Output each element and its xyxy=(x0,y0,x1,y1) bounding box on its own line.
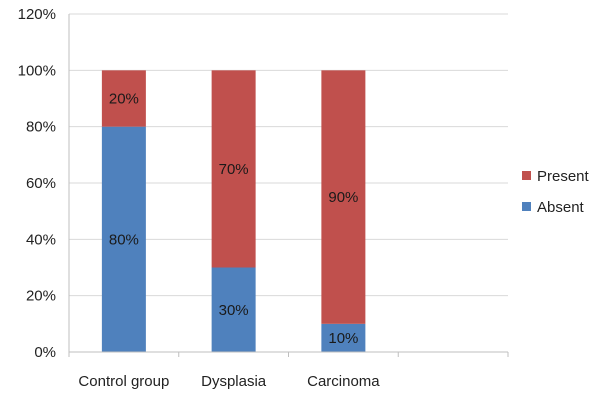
bar-absent-dysplasia xyxy=(211,267,256,352)
y-tick-label: 40% xyxy=(26,231,56,248)
data-labels: 80% 20% 30% 70% 10% 90% xyxy=(109,91,359,347)
x-category-label: Carcinoma xyxy=(307,373,380,390)
x-category-labels: Control group Dysplasia Carcinoma xyxy=(78,373,380,390)
bar-present-control-group xyxy=(101,70,146,127)
legend-label-present: Present xyxy=(537,168,590,185)
data-label: 20% xyxy=(109,91,139,108)
y-tick-labels: 0% 20% 40% 60% 80% 100% 120% xyxy=(18,6,56,361)
bar-absent-control-group xyxy=(101,126,146,353)
data-label: 30% xyxy=(219,302,249,319)
bar-present-dysplasia xyxy=(211,70,256,268)
bar-absent-carcinoma xyxy=(321,323,366,352)
data-label: 80% xyxy=(109,231,139,248)
bar-present-carcinoma xyxy=(321,70,366,324)
x-category-label: Dysplasia xyxy=(201,373,267,390)
data-label: 90% xyxy=(328,189,358,206)
bars xyxy=(101,70,366,353)
y-tick-label: 80% xyxy=(26,119,56,136)
data-label: 10% xyxy=(328,330,358,347)
y-tick-label: 120% xyxy=(18,6,56,23)
axes xyxy=(68,14,509,357)
legend-label-absent: Absent xyxy=(537,199,585,216)
y-tick-label: 60% xyxy=(26,175,56,192)
legend: Present Absent xyxy=(522,168,590,216)
x-category-label: Control group xyxy=(78,373,169,390)
data-label: 70% xyxy=(219,161,249,178)
y-tick-label: 0% xyxy=(34,344,56,361)
y-tick-label: 20% xyxy=(26,288,56,305)
legend-swatch-present xyxy=(522,171,531,180)
legend-swatch-absent xyxy=(522,202,531,211)
y-tick-label: 100% xyxy=(18,62,56,79)
